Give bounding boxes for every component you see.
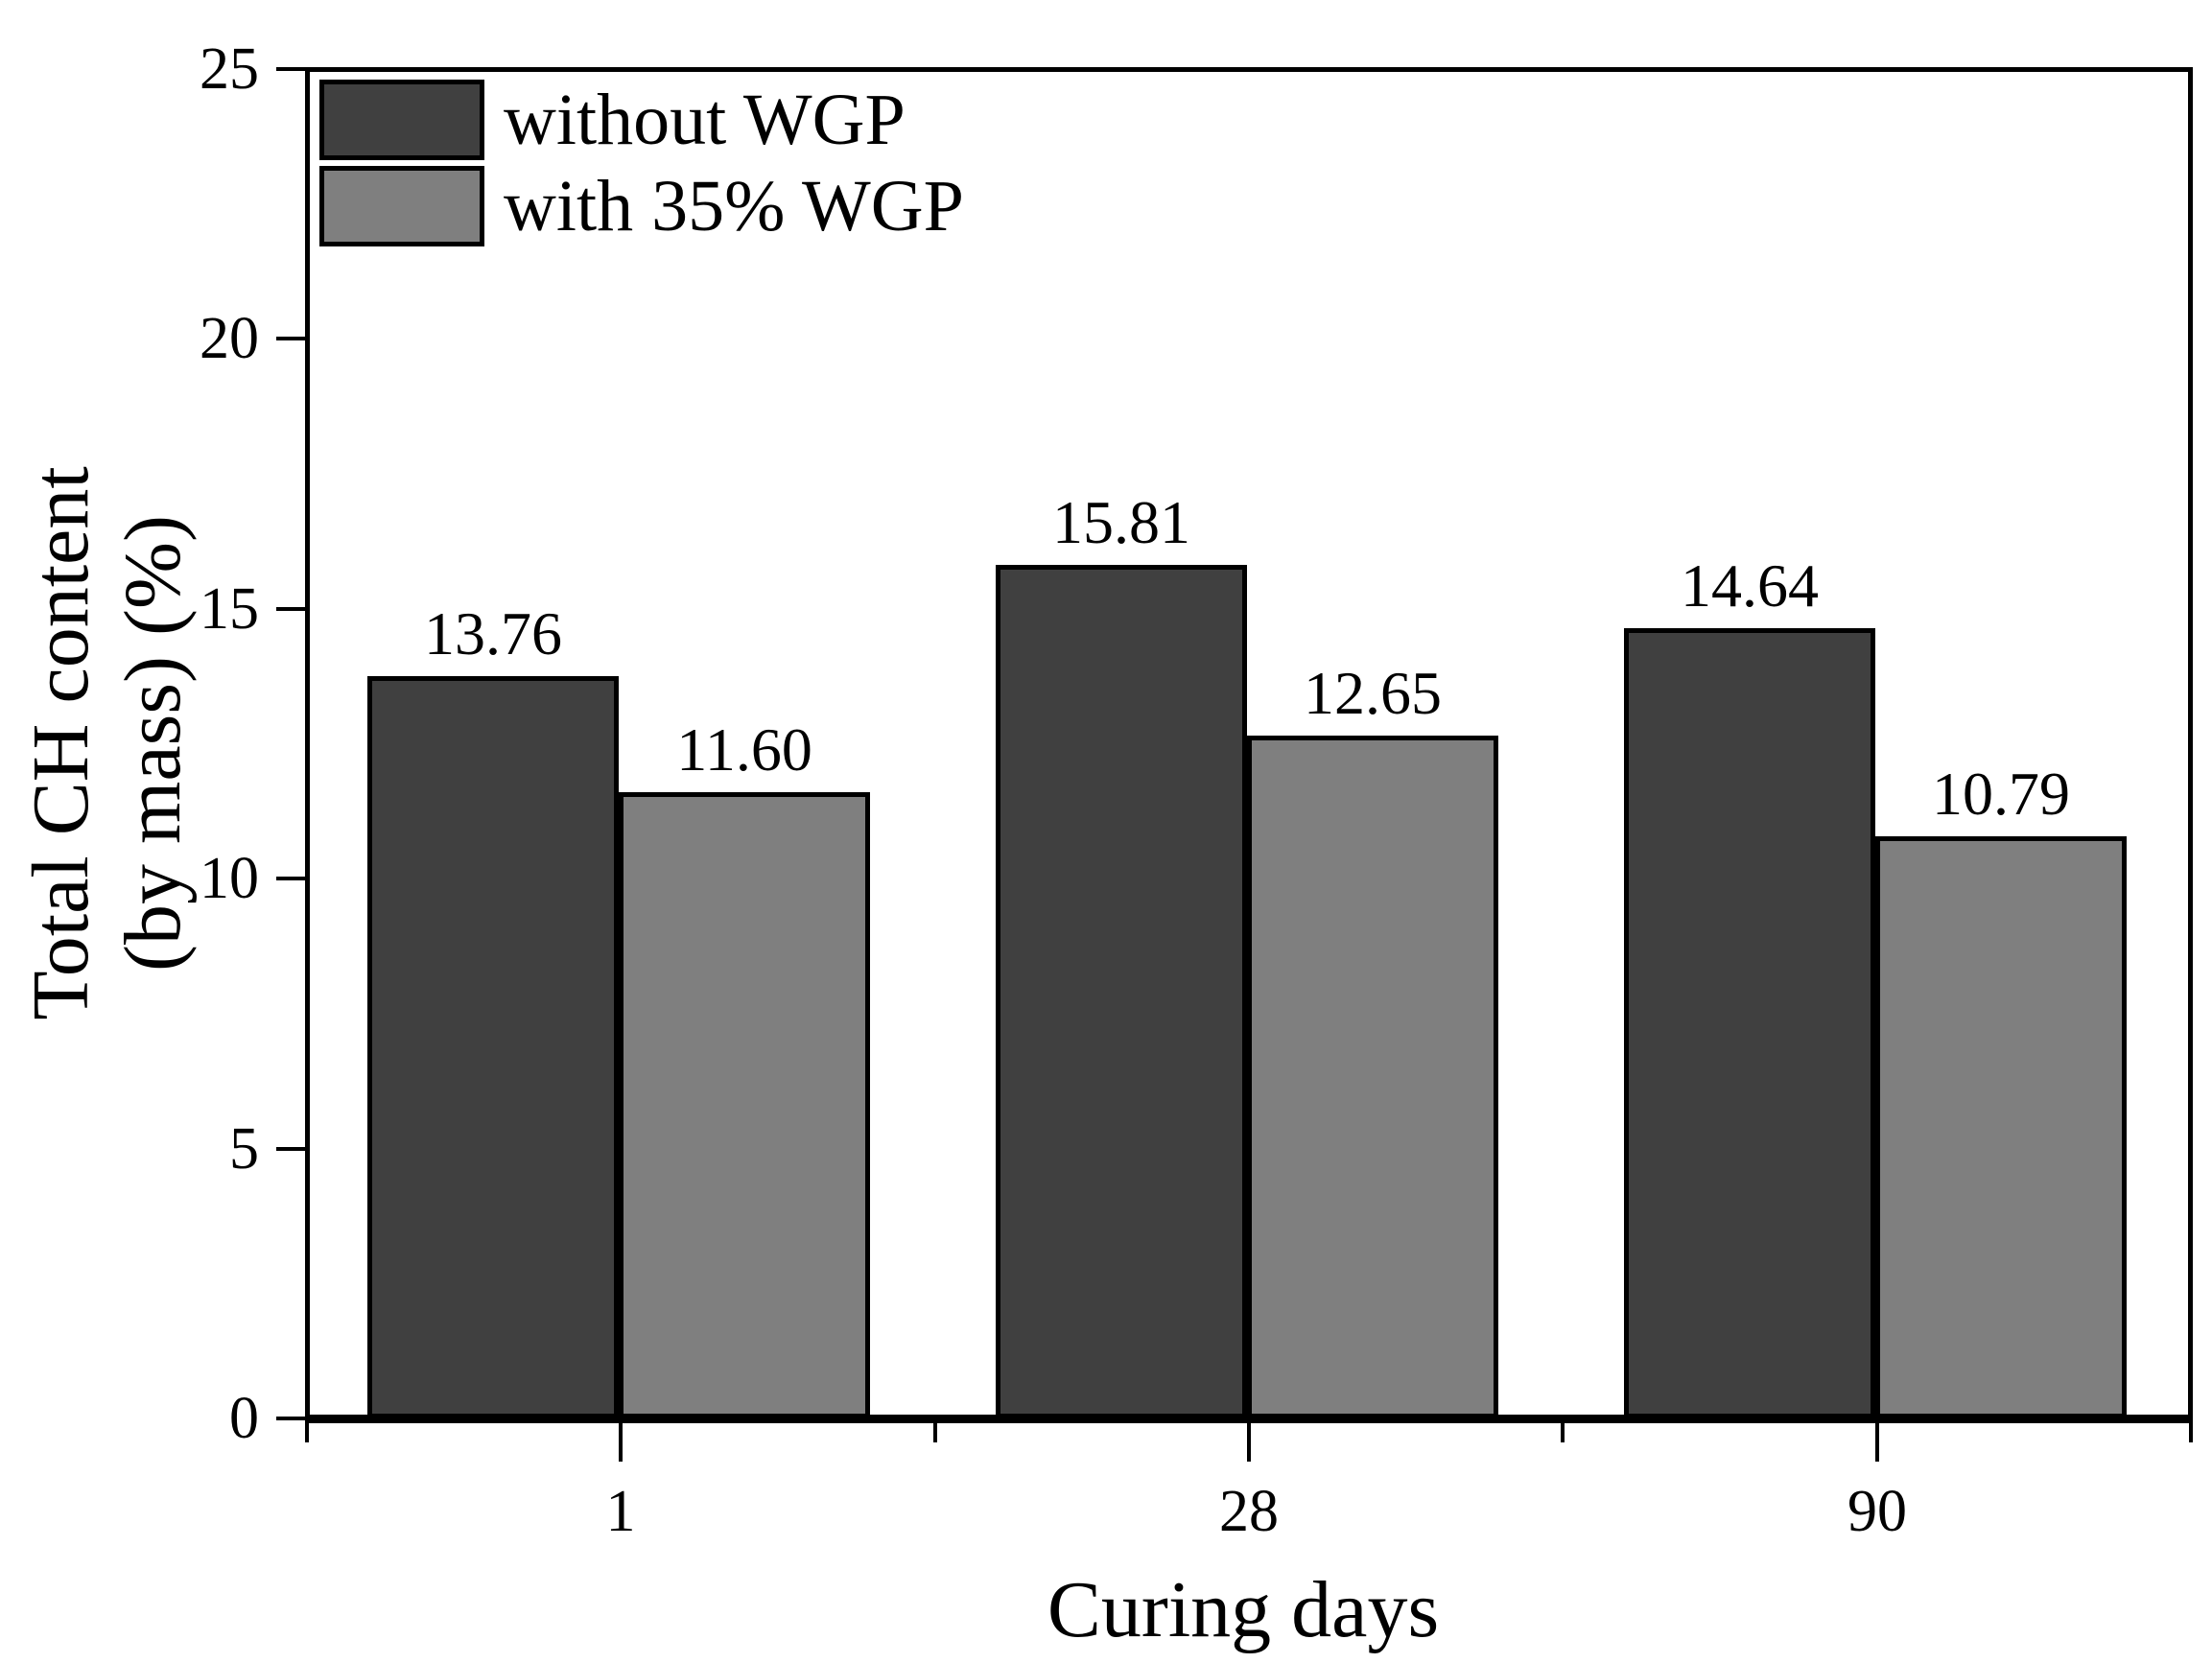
y-tick-15 — [276, 607, 307, 611]
x-axis-title: Curing days — [1047, 1565, 1440, 1654]
x-tick-label-1: 1 — [605, 1479, 636, 1544]
y-tick-label-0: 0 — [229, 1386, 259, 1451]
y-tick-5 — [276, 1147, 307, 1151]
x-minor-tick-3 — [2189, 1423, 2193, 1442]
x-major-tick-28 — [1247, 1423, 1251, 1462]
y-tick-label-25: 25 — [200, 36, 259, 102]
value-label-14.64: 14.64 — [1681, 551, 1819, 620]
y-axis-title: Total CH content (by mass) (%) — [15, 466, 200, 1019]
bar-without-wgp-day-28 — [996, 565, 1247, 1418]
value-label-10.79: 10.79 — [1932, 760, 2070, 828]
legend-label-with-wgp: with 35% WGP — [504, 166, 964, 246]
bar-without-wgp-day-1 — [367, 676, 619, 1418]
x-minor-tick-0 — [305, 1423, 309, 1442]
x-major-tick-90 — [1875, 1423, 1879, 1462]
y-tick-label-5: 5 — [229, 1116, 259, 1182]
y-axis-title-line-1: Total CH content — [16, 466, 106, 1020]
value-label-13.76: 13.76 — [424, 599, 562, 668]
y-tick-label-10: 10 — [200, 846, 259, 911]
x-minor-tick-2 — [1561, 1423, 1565, 1442]
bar-without-wgp-day-90 — [1624, 628, 1875, 1418]
x-minor-tick-1 — [933, 1423, 937, 1442]
legend-swatch-without-wgp — [319, 80, 484, 160]
value-label-15.81: 15.81 — [1052, 488, 1190, 556]
legend-swatch-with-wgp — [319, 166, 484, 246]
y-tick-label-15: 15 — [200, 576, 259, 642]
y-tick-20 — [276, 337, 307, 340]
y-tick-0 — [276, 1417, 307, 1420]
y-tick-label-20: 20 — [200, 306, 259, 371]
x-tick-label-28: 28 — [1219, 1479, 1279, 1544]
value-label-11.60: 11.60 — [676, 715, 812, 784]
bar-with-35-wgp-day-90 — [1875, 836, 2127, 1418]
y-tick-25 — [276, 67, 307, 71]
x-tick-label-90: 90 — [1847, 1479, 1907, 1544]
bar-with-35-wgp-day-28 — [1247, 736, 1498, 1418]
x-major-tick-1 — [619, 1423, 623, 1462]
bar-with-35-wgp-day-1 — [619, 792, 870, 1418]
plot-area — [305, 67, 2193, 1423]
value-label-12.65: 12.65 — [1304, 659, 1442, 727]
y-axis-title-line-2: (by mass) (%) — [108, 515, 198, 972]
y-tick-10 — [276, 877, 307, 880]
legend-label-without-wgp: without WGP — [504, 80, 906, 160]
